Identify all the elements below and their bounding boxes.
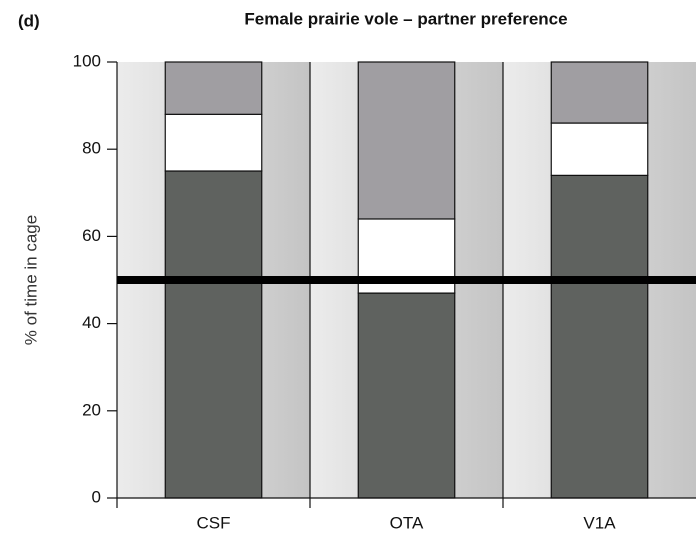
y-tick-label: 0 — [92, 487, 101, 506]
panel-label: (d) — [18, 11, 40, 30]
y-tick-label: 100 — [73, 51, 101, 70]
chart-title: Female prairie vole – partner preference — [244, 9, 567, 28]
x-tick-label: CSF — [197, 513, 231, 532]
y-axis-label: % of time in cage — [21, 215, 40, 345]
x-tick-label: V1A — [583, 513, 616, 532]
bar-segment — [550, 122, 649, 176]
y-tick-label: 80 — [82, 139, 101, 158]
bar-segment — [550, 174, 649, 499]
y-tick-label: 20 — [82, 400, 101, 419]
x-tick-label: OTA — [390, 513, 424, 532]
bar-segment — [550, 61, 649, 124]
bar-segment — [357, 292, 456, 499]
bar-segment — [164, 61, 263, 115]
y-tick-label: 60 — [82, 226, 101, 245]
bar-segment — [164, 113, 263, 172]
bar-segment — [357, 61, 456, 220]
bar-segment — [164, 170, 263, 499]
y-tick-label: 40 — [82, 313, 101, 332]
